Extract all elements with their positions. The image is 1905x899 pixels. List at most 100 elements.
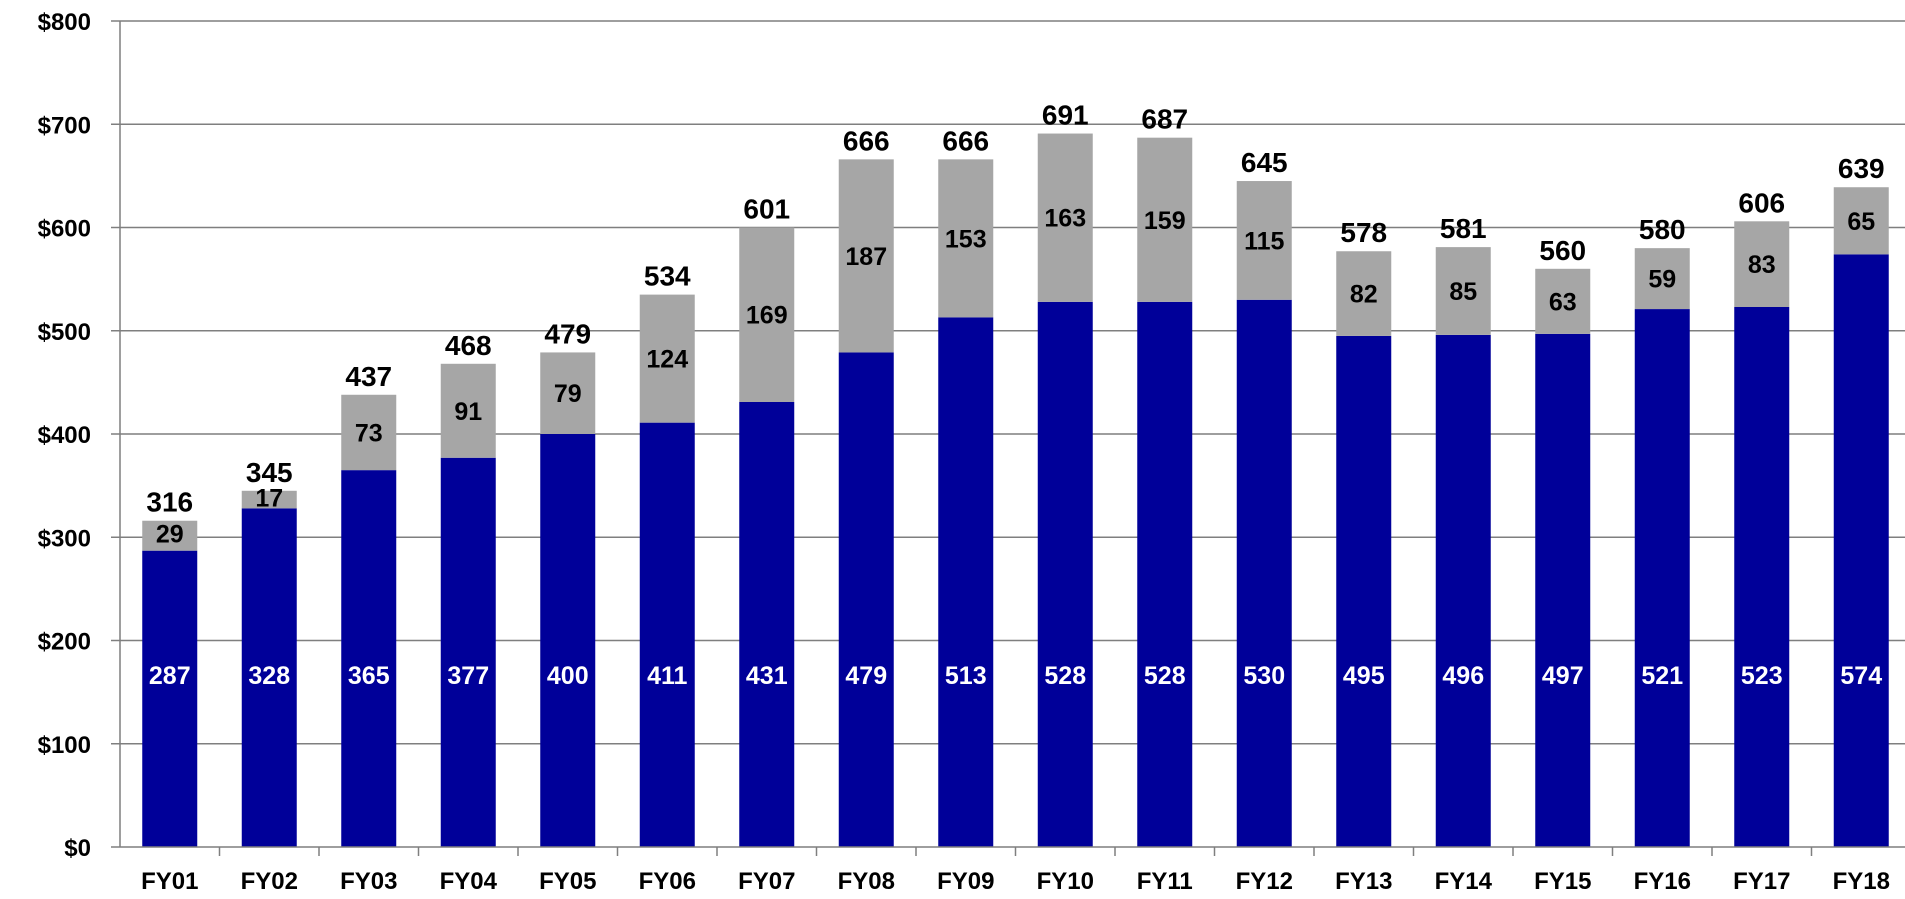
x-tick-label: FY05	[539, 868, 596, 895]
base-value-label: 411	[647, 662, 687, 690]
base-value-label: 521	[1641, 662, 1683, 690]
bar-base-segment	[1833, 254, 1889, 848]
x-tick-label: FY18	[1833, 868, 1890, 895]
bar-top-segment	[1435, 247, 1491, 335]
total-value-label: 601	[743, 194, 790, 225]
x-tick-label: FY04	[440, 868, 498, 895]
bar-base-segment	[1037, 301, 1093, 848]
bar-top-segment	[1535, 268, 1591, 334]
top-value-label: 73	[355, 419, 383, 447]
total-value-label: 581	[1440, 213, 1487, 244]
top-value-label: 124	[646, 346, 688, 374]
bar-top-segment	[838, 159, 894, 353]
total-value-label: 666	[843, 125, 890, 156]
bar-base-segment	[241, 508, 297, 847]
total-value-label: 580	[1639, 214, 1686, 245]
x-tick-label: FY10	[1037, 868, 1094, 895]
x-tick-label: FY12	[1236, 868, 1293, 895]
bar-top-segment	[1137, 137, 1193, 302]
bars	[142, 133, 1889, 848]
total-value-label: 691	[1042, 100, 1089, 131]
top-value-label: 59	[1648, 266, 1676, 294]
top-value-label: 79	[554, 380, 582, 408]
top-value-label: 159	[1144, 207, 1186, 235]
base-value-label: 523	[1741, 662, 1783, 690]
total-value-label: 666	[942, 125, 989, 156]
bar-base-segment	[1535, 333, 1591, 847]
bar-top-segment	[440, 363, 496, 458]
bar-base-segment	[1734, 307, 1790, 847]
top-value-label: 153	[945, 225, 987, 253]
bar-base-segment	[838, 352, 894, 847]
bar-top-segment	[241, 490, 297, 509]
bar-top-segment	[142, 520, 198, 551]
x-tick-label: FY17	[1733, 868, 1790, 895]
base-value-label: 365	[348, 662, 390, 690]
base-value-label: 574	[1840, 662, 1882, 690]
bar-base-segment	[440, 457, 496, 847]
x-tick-label: FY02	[241, 868, 298, 895]
total-value-label: 687	[1141, 104, 1188, 135]
bar-top-segment	[639, 294, 695, 423]
bar-top-segment	[1634, 248, 1690, 310]
base-value-label: 528	[1044, 662, 1086, 690]
x-tick-label: FY01	[141, 868, 198, 895]
bar-top-segment	[739, 227, 795, 402]
x-axis: FY01 FY02 FY03 FY04 FY05 FY06 FY07 FY08 FY09 FY10…	[120, 846, 1905, 895]
base-value-label: 496	[1442, 662, 1484, 690]
top-value-label: 63	[1549, 288, 1577, 316]
bar-base-segment	[739, 401, 795, 847]
y-tick-label: $500	[38, 319, 91, 346]
y-tick-label: $600	[38, 216, 91, 243]
base-value-label: 400	[547, 662, 589, 690]
total-value-label: 578	[1340, 217, 1387, 248]
x-tick-label: FY16	[1634, 868, 1691, 895]
top-value-label: 85	[1449, 278, 1477, 306]
bar-top-segment	[1734, 221, 1790, 308]
bar-top-segment	[938, 159, 994, 318]
y-axis: $0 $100 $200 $300 $400 $500 $600 $700 $800	[38, 9, 121, 862]
x-tick-label: FY14	[1435, 868, 1493, 895]
bar-base-segment	[938, 317, 994, 847]
base-value-label: 287	[149, 662, 191, 690]
y-tick-label: $700	[38, 112, 91, 139]
bar-top-segment	[1037, 133, 1093, 302]
top-value-label: 115	[1244, 227, 1284, 255]
gridlines	[120, 20, 1905, 745]
top-value-label: 187	[845, 243, 887, 271]
bar-base-segment	[540, 434, 596, 847]
bar-top-segment	[1833, 187, 1889, 255]
total-value-label: 345	[246, 457, 293, 488]
x-tick-label: FY09	[937, 868, 994, 895]
base-value-label: 513	[945, 662, 987, 690]
base-value-label: 431	[746, 662, 788, 690]
total-value-label: 606	[1738, 187, 1785, 218]
top-value-label: 83	[1748, 251, 1776, 279]
top-value-label: 29	[156, 521, 184, 549]
base-value-label: 479	[845, 662, 887, 690]
total-value-label: 468	[445, 330, 492, 361]
bar-top-segment	[1336, 251, 1392, 336]
x-tick-label: FY08	[838, 868, 895, 895]
x-tick-label: FY15	[1534, 868, 1591, 895]
bar-base-segment	[1236, 299, 1292, 847]
x-tick-label: FY03	[340, 868, 397, 895]
bar-base-segment	[1137, 301, 1193, 848]
top-value-label: 82	[1350, 281, 1378, 309]
base-value-label: 328	[248, 662, 290, 690]
x-tick-label: FY06	[639, 868, 696, 895]
bar-top-segment	[540, 352, 596, 434]
bar-top-segment	[341, 394, 397, 471]
bar-base-segment	[1634, 309, 1690, 847]
x-tick-label: FY07	[738, 868, 795, 895]
top-value-label: 163	[1044, 205, 1086, 233]
bar-base-segment	[142, 550, 198, 847]
bar-base-segment	[1435, 334, 1491, 847]
top-value-label: 169	[746, 302, 788, 330]
total-value-label: 437	[345, 361, 392, 392]
top-value-label: 65	[1847, 208, 1875, 236]
base-value-label: 377	[447, 662, 489, 690]
top-value-label: 17	[255, 485, 283, 513]
top-value-label: 91	[454, 398, 482, 426]
